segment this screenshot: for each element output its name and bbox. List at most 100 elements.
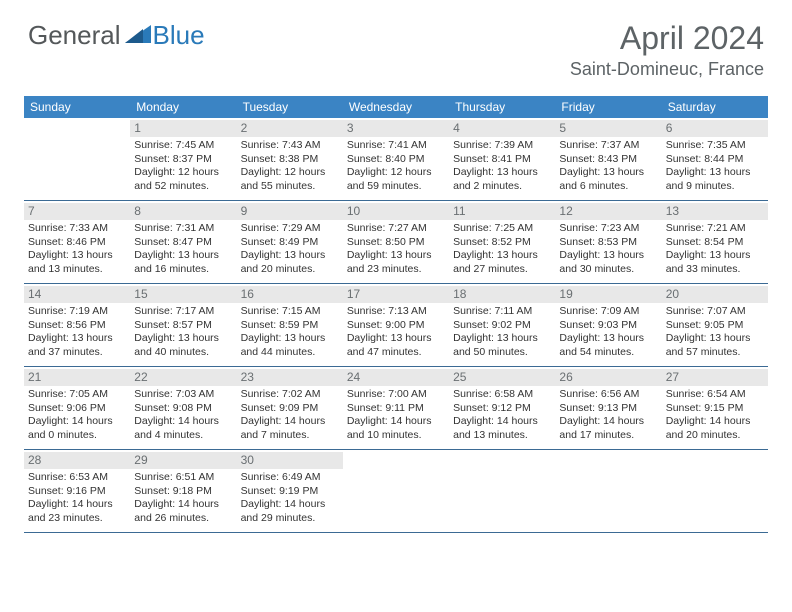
weeks-container: 1Sunrise: 7:45 AMSunset: 8:37 PMDaylight…: [24, 118, 768, 533]
day-cell: 26Sunrise: 6:56 AMSunset: 9:13 PMDayligh…: [555, 367, 661, 449]
day-number: 13: [662, 203, 768, 220]
sunrise-line: Sunrise: 6:56 AM: [559, 388, 657, 401]
day-number: 5: [555, 120, 661, 137]
header: General Blue April 2024 Saint-Domineuc, …: [0, 0, 792, 88]
sunset-line: Sunset: 9:11 PM: [347, 402, 445, 415]
sunset-line: Sunset: 9:18 PM: [134, 485, 232, 498]
day-number: 4: [449, 120, 555, 137]
day-number: 11: [449, 203, 555, 220]
dayheader-sun: Sunday: [24, 96, 130, 118]
week-row: 7Sunrise: 7:33 AMSunset: 8:46 PMDaylight…: [24, 201, 768, 284]
day-cell: 3Sunrise: 7:41 AMSunset: 8:40 PMDaylight…: [343, 118, 449, 200]
sunrise-line: Sunrise: 7:23 AM: [559, 222, 657, 235]
day-number: 30: [237, 452, 343, 469]
day-cell: 17Sunrise: 7:13 AMSunset: 9:00 PMDayligh…: [343, 284, 449, 366]
dayheader-tue: Tuesday: [237, 96, 343, 118]
daylight-line: Daylight: 14 hours and 13 minutes.: [453, 415, 551, 442]
day-cell: 30Sunrise: 6:49 AMSunset: 9:19 PMDayligh…: [237, 450, 343, 532]
day-cell: 28Sunrise: 6:53 AMSunset: 9:16 PMDayligh…: [24, 450, 130, 532]
sunrise-line: Sunrise: 6:58 AM: [453, 388, 551, 401]
day-number: 12: [555, 203, 661, 220]
day-cell: 4Sunrise: 7:39 AMSunset: 8:41 PMDaylight…: [449, 118, 555, 200]
day-cell: 2Sunrise: 7:43 AMSunset: 8:38 PMDaylight…: [237, 118, 343, 200]
daylight-line: Daylight: 14 hours and 17 minutes.: [559, 415, 657, 442]
daylight-line: Daylight: 12 hours and 52 minutes.: [134, 166, 232, 193]
sunset-line: Sunset: 8:37 PM: [134, 153, 232, 166]
day-cell: 24 Sunrise: 7:00 AMSunset: 9:11 PMDayligh…: [343, 367, 449, 449]
day-number: 29: [130, 452, 236, 469]
logo-text-general: General: [28, 20, 121, 51]
daylight-line: Daylight: 14 hours and 10 minutes.: [347, 415, 445, 442]
day-number: 10: [343, 203, 449, 220]
sunset-line: Sunset: 9:12 PM: [453, 402, 551, 415]
daylight-line: Daylight: 14 hours and 7 minutes.: [241, 415, 339, 442]
sunset-line: Sunset: 9:02 PM: [453, 319, 551, 332]
day-number: 7: [24, 203, 130, 220]
daylight-line: Daylight: 13 hours and 9 minutes.: [666, 166, 764, 193]
day-number: 14: [24, 286, 130, 303]
day-number: 3: [343, 120, 449, 137]
week-row: 14Sunrise: 7:19 AMSunset: 8:56 PMDayligh…: [24, 284, 768, 367]
day-number: 8: [130, 203, 236, 220]
sunset-line: Sunset: 8:49 PM: [241, 236, 339, 249]
day-cell: 23Sunrise: 7:02 AMSunset: 9:09 PMDayligh…: [237, 367, 343, 449]
sunset-line: Sunset: 8:38 PM: [241, 153, 339, 166]
day-cell: 1Sunrise: 7:45 AMSunset: 8:37 PMDaylight…: [130, 118, 236, 200]
week-row: 21Sunrise: 7:05 AMSunset: 9:06 PMDayligh…: [24, 367, 768, 450]
day-cell: 9Sunrise: 7:29 AMSunset: 8:49 PMDaylight…: [237, 201, 343, 283]
day-cell: 27Sunrise: 6:54 AMSunset: 9:15 PMDayligh…: [662, 367, 768, 449]
day-cell: [343, 450, 449, 532]
daylight-line: Daylight: 13 hours and 47 minutes.: [347, 332, 445, 359]
dayheader-fri: Friday: [555, 96, 661, 118]
daylight-line: Daylight: 13 hours and 6 minutes.: [559, 166, 657, 193]
sunrise-line: Sunrise: 6:51 AM: [134, 471, 232, 484]
sunset-line: Sunset: 8:59 PM: [241, 319, 339, 332]
daylight-line: Daylight: 14 hours and 0 minutes.: [28, 415, 126, 442]
day-number: 2: [237, 120, 343, 137]
sunrise-line: Sunrise: 7:05 AM: [28, 388, 126, 401]
day-cell: 14Sunrise: 7:19 AMSunset: 8:56 PMDayligh…: [24, 284, 130, 366]
location: Saint-Domineuc, France: [570, 59, 764, 80]
sunset-line: Sunset: 8:40 PM: [347, 153, 445, 166]
daylight-line: Daylight: 13 hours and 57 minutes.: [666, 332, 764, 359]
sunset-line: Sunset: 8:43 PM: [559, 153, 657, 166]
day-number: 1: [130, 120, 236, 137]
day-cell: 15Sunrise: 7:17 AMSunset: 8:57 PMDayligh…: [130, 284, 236, 366]
calendar: Sunday Monday Tuesday Wednesday Thursday…: [24, 96, 768, 533]
day-cell: 20Sunrise: 7:07 AMSunset: 9:05 PMDayligh…: [662, 284, 768, 366]
title-block: April 2024 Saint-Domineuc, France: [570, 20, 764, 80]
day-cell: 29Sunrise: 6:51 AMSunset: 9:18 PMDayligh…: [130, 450, 236, 532]
sunrise-line: Sunrise: 7:00 AM: [347, 388, 445, 401]
sunrise-line: Sunrise: 7:09 AM: [559, 305, 657, 318]
sunset-line: Sunset: 8:53 PM: [559, 236, 657, 249]
daylight-line: Daylight: 13 hours and 16 minutes.: [134, 249, 232, 276]
day-cell: 16Sunrise: 7:15 AMSunset: 8:59 PMDayligh…: [237, 284, 343, 366]
sunset-line: Sunset: 8:52 PM: [453, 236, 551, 249]
day-cell: 21Sunrise: 7:05 AMSunset: 9:06 PMDayligh…: [24, 367, 130, 449]
dayheader-sat: Saturday: [662, 96, 768, 118]
day-number: 21: [24, 369, 130, 386]
sunset-line: Sunset: 8:46 PM: [28, 236, 126, 249]
day-cell: 12Sunrise: 7:23 AMSunset: 8:53 PMDayligh…: [555, 201, 661, 283]
sunrise-line: Sunrise: 7:39 AM: [453, 139, 551, 152]
sunrise-line: Sunrise: 7:21 AM: [666, 222, 764, 235]
sunrise-line: Sunrise: 7:41 AM: [347, 139, 445, 152]
sunrise-line: Sunrise: 7:35 AM: [666, 139, 764, 152]
day-number: 16: [237, 286, 343, 303]
sunset-line: Sunset: 8:50 PM: [347, 236, 445, 249]
sunrise-line: Sunrise: 7:29 AM: [241, 222, 339, 235]
daylight-line: Daylight: 13 hours and 40 minutes.: [134, 332, 232, 359]
dayheader-mon: Monday: [130, 96, 236, 118]
day-number: 24: [343, 369, 449, 386]
sunset-line: Sunset: 8:56 PM: [28, 319, 126, 332]
daylight-line: Daylight: 13 hours and 27 minutes.: [453, 249, 551, 276]
day-cell: 6Sunrise: 7:35 AMSunset: 8:44 PMDaylight…: [662, 118, 768, 200]
day-number: 25: [449, 369, 555, 386]
sunset-line: Sunset: 8:54 PM: [666, 236, 764, 249]
sunset-line: Sunset: 9:16 PM: [28, 485, 126, 498]
day-cell: 22Sunrise: 7:03 AMSunset: 9:08 PMDayligh…: [130, 367, 236, 449]
month-title: April 2024: [570, 20, 764, 57]
daylight-line: Daylight: 14 hours and 23 minutes.: [28, 498, 126, 525]
day-cell: 18Sunrise: 7:11 AMSunset: 9:02 PMDayligh…: [449, 284, 555, 366]
day-number: 26: [555, 369, 661, 386]
